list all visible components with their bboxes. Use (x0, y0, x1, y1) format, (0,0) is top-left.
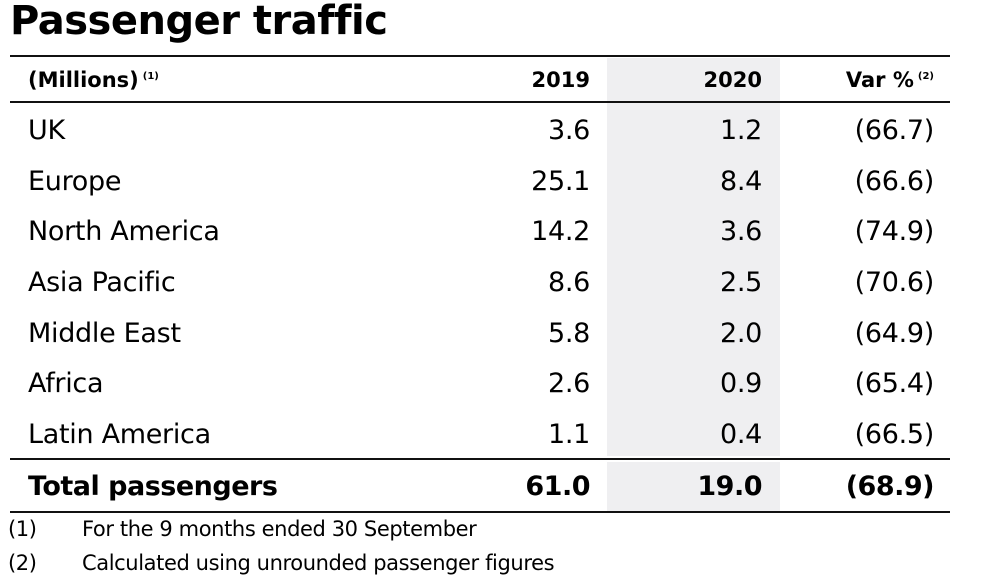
table-row: Africa 2.6 0.9 (65.4) (10, 358, 950, 408)
footnote: (1) For the 9 months ended 30 September (8, 517, 477, 541)
header-2019: 2019 (531, 68, 590, 92)
value-var: (70.6) (854, 266, 935, 298)
value-2020: 2.5 (719, 266, 762, 298)
value-2020: 0.9 (719, 367, 762, 399)
table-row: Europe 25.1 8.4 (66.6) (10, 156, 950, 206)
footnote-number: (2) (8, 551, 37, 575)
value-2019: 25.1 (531, 165, 590, 197)
table-header: (Millions) (1) 2019 2020 Var % (2) (10, 58, 950, 102)
total-top-rule (10, 458, 950, 460)
top-rule (10, 55, 950, 57)
total-2019: 61.0 (525, 471, 590, 502)
header-units-label: (Millions) (28, 68, 139, 92)
table-row: Asia Pacific 8.6 2.5 (70.6) (10, 257, 950, 307)
total-2020: 19.0 (697, 471, 762, 502)
highlight-column-2020-total (607, 462, 780, 511)
value-2019: 2.6 (547, 367, 590, 399)
value-2019: 3.6 (547, 114, 590, 146)
value-var: (74.9) (854, 215, 935, 247)
total-row: Total passengers 61.0 19.0 (68.9) (10, 462, 950, 511)
region-label: Latin America (28, 418, 211, 450)
table-row: North America 14.2 3.6 (74.9) (10, 206, 950, 256)
value-var: (66.7) (854, 114, 935, 146)
highlight-column-2020 (607, 58, 780, 456)
region-label: Europe (28, 165, 122, 197)
value-2020: 0.4 (719, 418, 762, 450)
value-var: (66.6) (854, 165, 935, 197)
value-2019: 14.2 (531, 215, 590, 247)
value-2020: 2.0 (719, 317, 762, 349)
region-label: Middle East (28, 317, 181, 349)
value-2019: 8.6 (547, 266, 590, 298)
value-var: (65.4) (854, 367, 935, 399)
footnote-number: (1) (8, 517, 37, 541)
region-label: Africa (28, 367, 104, 399)
value-2019: 1.1 (547, 418, 590, 450)
value-var: (64.9) (854, 317, 935, 349)
table-row: UK 3.6 1.2 (66.7) (10, 105, 950, 155)
header-var: Var % (2) (846, 58, 934, 102)
footnote: (2) Calculated using unrounded passenger … (8, 551, 555, 575)
value-2020: 3.6 (719, 215, 762, 247)
region-label: UK (28, 114, 65, 146)
table-row: Middle East 5.8 2.0 (64.9) (10, 308, 950, 358)
footnote-ref-2: (2) (917, 70, 934, 82)
total-label: Total passengers (28, 471, 278, 502)
region-label: North America (28, 215, 220, 247)
footnote-text: For the 9 months ended 30 September (82, 517, 477, 541)
footnote-ref-1: (1) (142, 70, 159, 82)
region-label: Asia Pacific (28, 266, 176, 298)
page-title: Passenger traffic (10, 0, 388, 44)
value-2019: 5.8 (547, 317, 590, 349)
table-row: Latin America 1.1 0.4 (66.5) (10, 409, 950, 459)
header-rule (10, 101, 950, 103)
footnote-text: Calculated using unrounded passenger fig… (82, 551, 555, 575)
header-2020: 2020 (703, 68, 762, 92)
header-var-label: Var % (845, 68, 914, 92)
value-2020: 8.4 (719, 165, 762, 197)
bottom-rule (10, 511, 950, 513)
total-var: (68.9) (845, 471, 935, 502)
value-var: (66.5) (854, 418, 935, 450)
value-2020: 1.2 (719, 114, 762, 146)
header-units: (Millions) (1) (28, 58, 159, 102)
